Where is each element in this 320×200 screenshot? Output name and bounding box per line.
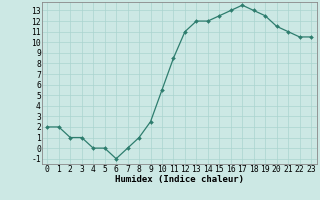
X-axis label: Humidex (Indice chaleur): Humidex (Indice chaleur)	[115, 175, 244, 184]
